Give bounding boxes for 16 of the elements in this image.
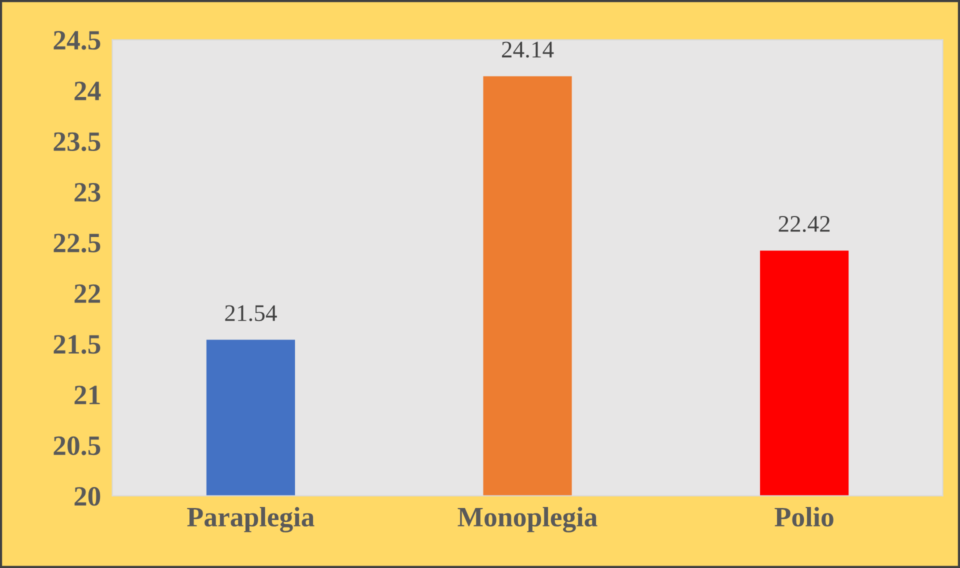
y-tick-label: 22 [74,284,100,303]
data-label: 21.54 [225,305,277,322]
y-tick-label: 23 [74,183,100,202]
y-tick-label: 22.5 [54,234,100,253]
y-tick-label: 21 [74,386,100,404]
data-label: 22.42 [778,216,830,232]
data-label: 24.14 [502,42,554,58]
y-tick-label: 23.5 [54,132,100,152]
x-tick-label: Polio [774,506,834,527]
y-tick-label: 20.5 [54,436,100,456]
y-tick-label: 24 [74,82,101,100]
x-tick-label: Monoplegia [458,506,598,532]
y-tick-label: 21.5 [54,335,100,354]
y-tick-label: 24.5 [54,31,100,50]
x-tick-label: Paraplegia [187,506,314,532]
y-tick-label: 20 [74,487,100,506]
